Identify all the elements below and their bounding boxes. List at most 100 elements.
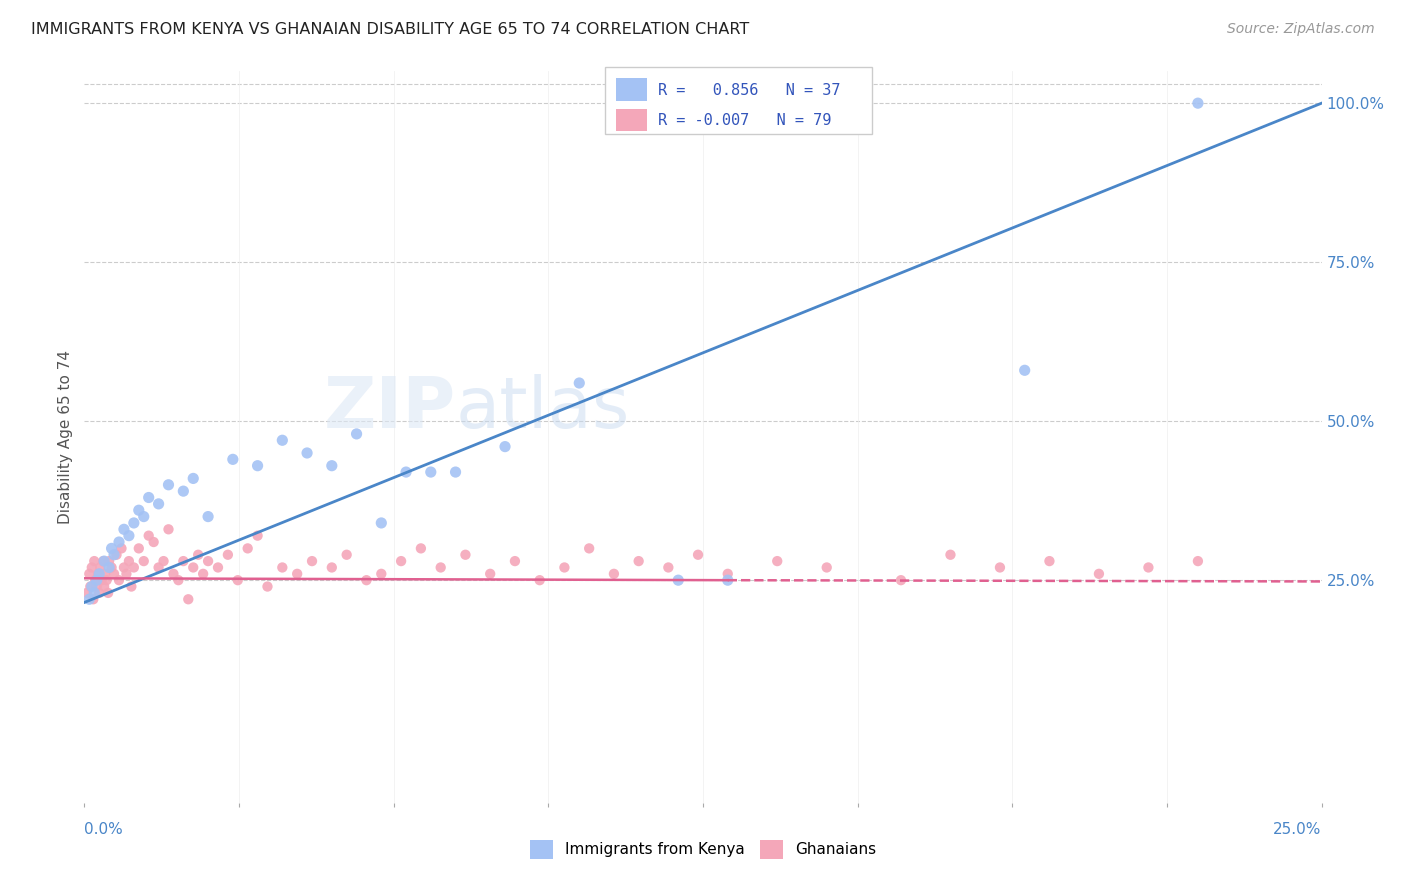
Point (1014, 363, 1036, 377)
Point (172, 554, 194, 568)
Point (370, 516, 392, 530)
Point (246, 458, 269, 473)
Point (98, 560, 121, 574)
Point (76, 586, 98, 600)
Point (112, 560, 135, 574)
Point (87, 566, 110, 581)
Y-axis label: Disability Age 65 to 74: Disability Age 65 to 74 (58, 350, 73, 524)
Point (815, 560, 838, 574)
Point (86, 573, 108, 587)
Point (177, 592, 200, 607)
Point (222, 452, 245, 467)
Point (197, 554, 219, 568)
Point (370, 566, 392, 581)
Point (285, 566, 308, 581)
Point (103, 548, 125, 562)
Point (187, 548, 209, 562)
Point (132, 509, 155, 524)
Point (86, 580, 108, 594)
Point (89, 566, 111, 581)
Point (226, 573, 249, 587)
Point (321, 458, 343, 473)
Point (217, 548, 239, 562)
Point (80, 560, 103, 574)
Point (1038, 554, 1060, 568)
Point (717, 573, 740, 587)
Point (122, 516, 145, 530)
Point (89, 586, 111, 600)
Text: R =   0.856   N = 37: R = 0.856 N = 37 (658, 83, 841, 98)
Point (1088, 566, 1111, 581)
Point (503, 554, 526, 568)
Point (91, 554, 114, 568)
Point (89, 560, 111, 574)
Point (207, 560, 229, 574)
Point (419, 465, 441, 479)
Point (553, 560, 575, 574)
Point (138, 529, 160, 543)
Point (105, 548, 128, 562)
Point (197, 509, 219, 524)
Point (429, 560, 451, 574)
Point (79, 566, 101, 581)
Point (80, 580, 103, 594)
Text: Source: ZipAtlas.com: Source: ZipAtlas.com (1227, 22, 1375, 37)
Point (766, 554, 789, 568)
Point (83, 554, 105, 568)
Text: R = -0.007   N = 79: R = -0.007 N = 79 (658, 113, 831, 128)
Point (138, 491, 160, 505)
Point (666, 573, 689, 587)
Point (578, 541, 600, 556)
Point (181, 471, 204, 485)
Point (409, 541, 432, 556)
Point (108, 573, 131, 587)
Point (890, 573, 912, 587)
Point (657, 560, 679, 574)
Point (389, 554, 412, 568)
Point (142, 535, 165, 549)
Point (256, 580, 278, 594)
Point (157, 477, 180, 491)
Point (191, 566, 214, 581)
Point (1187, 554, 1209, 568)
Point (97, 586, 120, 600)
Point (122, 560, 145, 574)
Point (93, 580, 115, 594)
Point (96, 573, 118, 587)
Point (271, 560, 294, 574)
Point (152, 554, 174, 568)
Point (132, 554, 155, 568)
Point (100, 541, 122, 556)
Point (118, 554, 141, 568)
Point (395, 465, 418, 479)
Point (79, 580, 101, 594)
Point (84, 573, 107, 587)
Point (94, 566, 117, 581)
Point (90, 573, 112, 587)
Point (336, 548, 359, 562)
Point (98, 554, 121, 568)
Point (148, 560, 170, 574)
Point (157, 522, 180, 536)
Point (454, 548, 477, 562)
Text: 25.0%: 25.0% (1274, 822, 1322, 837)
Point (82, 592, 104, 607)
Point (494, 440, 516, 454)
Point (115, 566, 138, 581)
Point (321, 560, 343, 574)
Point (301, 554, 323, 568)
Point (568, 376, 591, 390)
Point (108, 535, 131, 549)
Text: ZIP: ZIP (323, 374, 456, 443)
Point (627, 554, 650, 568)
Point (1187, 96, 1209, 111)
Point (148, 497, 170, 511)
Point (100, 560, 122, 574)
Point (356, 573, 378, 587)
Point (603, 566, 626, 581)
Point (236, 541, 259, 556)
Point (83, 586, 105, 600)
Legend: Immigrants from Kenya, Ghanaians: Immigrants from Kenya, Ghanaians (523, 834, 883, 864)
Point (172, 484, 194, 499)
Point (79, 592, 101, 607)
